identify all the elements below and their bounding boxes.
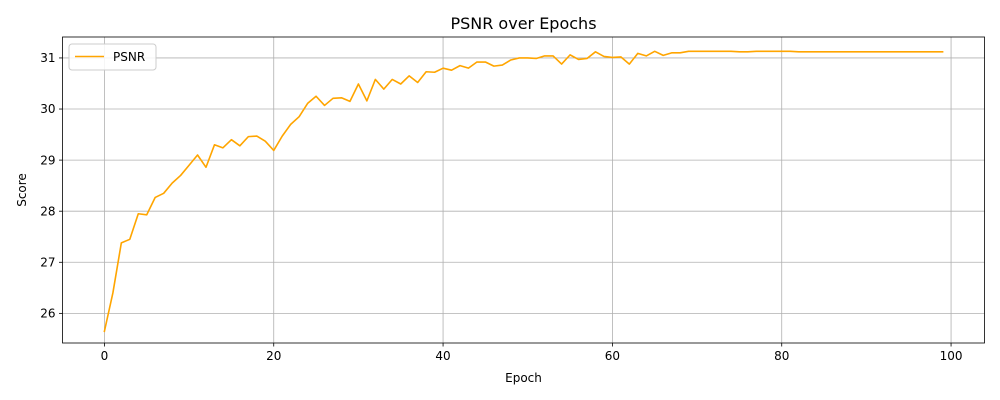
y-tick-label: 31	[40, 51, 55, 65]
x-tick-label: 20	[266, 349, 281, 363]
y-tick-label: 29	[40, 153, 55, 167]
y-axis-label: Score	[15, 173, 29, 207]
series-line-psnr	[103, 50, 944, 333]
x-tick-label: 60	[605, 349, 620, 363]
legend: PSNR	[68, 43, 157, 71]
y-tick-label: 30	[40, 102, 55, 116]
legend-box	[68, 43, 157, 71]
series-layer	[103, 50, 944, 333]
y-tick-label: 26	[40, 307, 55, 321]
legend-label-psnr: PSNR	[113, 50, 145, 64]
y-tick-label: 27	[40, 255, 55, 269]
x-tick-label: 100	[940, 349, 963, 363]
chart-title: PSNR over Epochs	[450, 14, 596, 33]
y-axis-ticks: 26 27 28 29 30 31	[40, 51, 63, 321]
x-axis-ticks: 0 20 40 60 80 100	[101, 343, 963, 363]
y-tick-label: 28	[40, 204, 55, 218]
x-tick-label: 80	[774, 349, 789, 363]
grid	[62, 37, 985, 343]
x-tick-label: 40	[435, 349, 450, 363]
plot-frame	[62, 36, 985, 344]
x-axis-label: Epoch	[505, 371, 542, 385]
x-tick-label: 0	[101, 349, 109, 363]
